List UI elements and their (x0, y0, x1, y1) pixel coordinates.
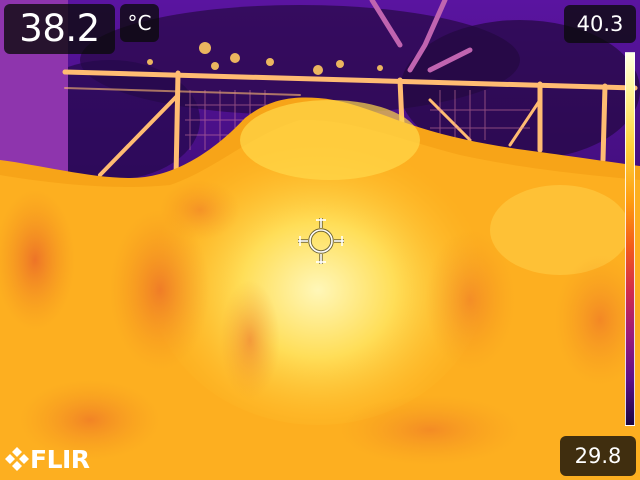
flir-logo-text: FLIR (30, 445, 90, 474)
temperature-unit: °C (120, 4, 159, 42)
flir-logo-mark-icon (5, 447, 29, 471)
temperature-unit-label: °C (127, 11, 152, 35)
flir-logo: FLIR (5, 443, 101, 477)
spotmeter-crosshair-icon (298, 218, 344, 264)
scale-max-value: 40.3 (576, 12, 624, 36)
scale-max-readout: 40.3 (564, 5, 636, 43)
scale-min-value: 29.8 (574, 444, 622, 468)
spot-temperature-value: 38.2 (19, 7, 100, 50)
color-scale-bar (625, 52, 635, 426)
spot-temperature-readout: 38.2 (4, 4, 115, 54)
scale-min-readout: 29.8 (560, 436, 636, 476)
